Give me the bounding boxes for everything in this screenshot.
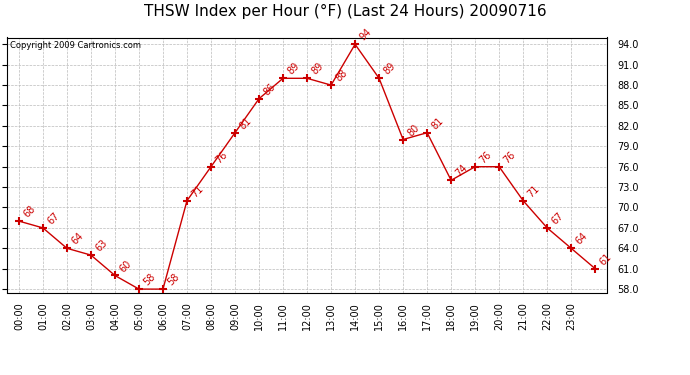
Text: 60: 60 bbox=[118, 258, 133, 274]
Text: THSW Index per Hour (°F) (Last 24 Hours) 20090716: THSW Index per Hour (°F) (Last 24 Hours)… bbox=[144, 4, 546, 19]
Text: 64: 64 bbox=[70, 231, 86, 247]
Text: 76: 76 bbox=[478, 150, 494, 165]
Text: 71: 71 bbox=[190, 183, 206, 199]
Text: 76: 76 bbox=[502, 150, 518, 165]
Text: 67: 67 bbox=[550, 211, 566, 226]
Text: 63: 63 bbox=[94, 238, 110, 254]
Text: 71: 71 bbox=[526, 183, 542, 199]
Text: 94: 94 bbox=[358, 27, 373, 43]
Text: 74: 74 bbox=[454, 163, 470, 179]
Text: 58: 58 bbox=[141, 272, 157, 288]
Text: 81: 81 bbox=[238, 116, 253, 131]
Text: 81: 81 bbox=[430, 116, 446, 131]
Text: 68: 68 bbox=[21, 204, 37, 220]
Text: 58: 58 bbox=[166, 272, 181, 288]
Text: 80: 80 bbox=[406, 122, 422, 138]
Text: 88: 88 bbox=[334, 68, 350, 84]
Text: 67: 67 bbox=[46, 211, 61, 226]
Text: 89: 89 bbox=[310, 61, 326, 77]
Text: 64: 64 bbox=[574, 231, 590, 247]
Text: Copyright 2009 Cartronics.com: Copyright 2009 Cartronics.com bbox=[10, 41, 141, 50]
Text: 61: 61 bbox=[598, 252, 613, 267]
Text: 89: 89 bbox=[382, 61, 397, 77]
Text: 86: 86 bbox=[262, 82, 277, 97]
Text: 76: 76 bbox=[214, 150, 230, 165]
Text: 89: 89 bbox=[286, 61, 302, 77]
